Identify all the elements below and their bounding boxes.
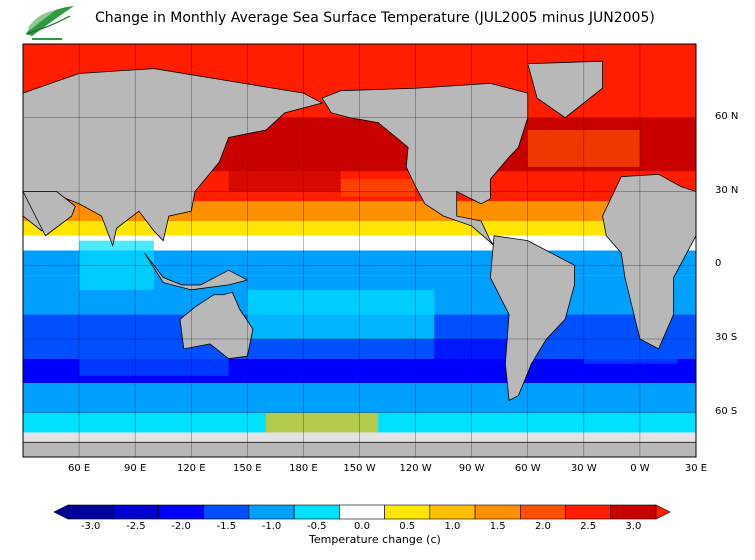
longitude-label: 120 E [176, 463, 206, 474]
latitude-label: 30 S [715, 332, 738, 343]
longitude-label: 150 E [233, 463, 262, 474]
africa-landmass [602, 173, 697, 350]
colorbar-label: Temperature change (c) [309, 533, 441, 546]
colorbar-tick-label: -1.0 [261, 521, 282, 532]
colorbar-tick-label: 3.0 [625, 521, 642, 532]
longitude-label: 90 E [124, 463, 147, 474]
indonesia-landmass [144, 252, 249, 291]
colorbar-tick-label: -2.0 [171, 521, 191, 532]
colorbar-tick-label: 1.5 [489, 521, 506, 532]
longitude-label: 30 E [684, 463, 708, 474]
australia-landmass [179, 291, 254, 360]
latitude-label: 0 [715, 258, 722, 270]
colorbar-tick-label: 0.5 [399, 521, 416, 532]
latitude-label: 30 N [715, 184, 739, 196]
colorbar-tick-label: 1.0 [444, 521, 461, 532]
colorbar-tick-label: 0.0 [354, 521, 370, 532]
latitude-label: 60 S [715, 405, 738, 417]
longitude-label: 150 W [343, 463, 376, 474]
colorbar-arrow-high [655, 504, 671, 520]
colorbar-tick-label: -2.5 [126, 521, 146, 532]
colorbar-bin [293, 504, 340, 520]
longitude-label: 120 W [399, 463, 432, 474]
colorbar-tick-label: -1.5 [216, 521, 237, 532]
map-frame [22, 43, 697, 458]
colorbar-arrow-low [53, 504, 69, 520]
graticule [23, 44, 697, 457]
colorbar-tick-label: -0.5 [307, 521, 327, 532]
colorbar-bin [520, 504, 566, 520]
colorbar-bin [112, 504, 159, 520]
longitude-label: 0 W [630, 463, 650, 474]
colorbar-bin [429, 504, 476, 520]
longitude-label: 30 W [570, 463, 597, 474]
latitude-label: 60 N [715, 110, 739, 122]
colorbar-tick-label: 2.5 [580, 521, 597, 532]
chart-title: Change in Monthly Average Sea Surface Te… [95, 10, 655, 26]
colorbar-tick-label: 2.0 [534, 521, 551, 532]
longitude-label: 180 E [289, 463, 318, 474]
leaf-logo-icon [25, 6, 74, 40]
colorbar-bin [158, 504, 204, 520]
colorbar-bin [610, 504, 657, 520]
colorbar-bin [474, 504, 521, 520]
longitude-label: 60 E [67, 463, 91, 474]
colorbar-bin [248, 504, 295, 520]
longitude-label: 60 W [514, 463, 541, 474]
ocean-patch [247, 289, 435, 339]
colorbar-bin [203, 504, 250, 520]
longitude-label: 90 W [458, 463, 485, 474]
colorbar-bin [565, 504, 612, 520]
colorbar-bin [67, 504, 114, 520]
colorbar-tick-label: -3.0 [80, 521, 101, 532]
colorbar-bin [384, 504, 431, 520]
colorbar-bin [339, 504, 385, 520]
